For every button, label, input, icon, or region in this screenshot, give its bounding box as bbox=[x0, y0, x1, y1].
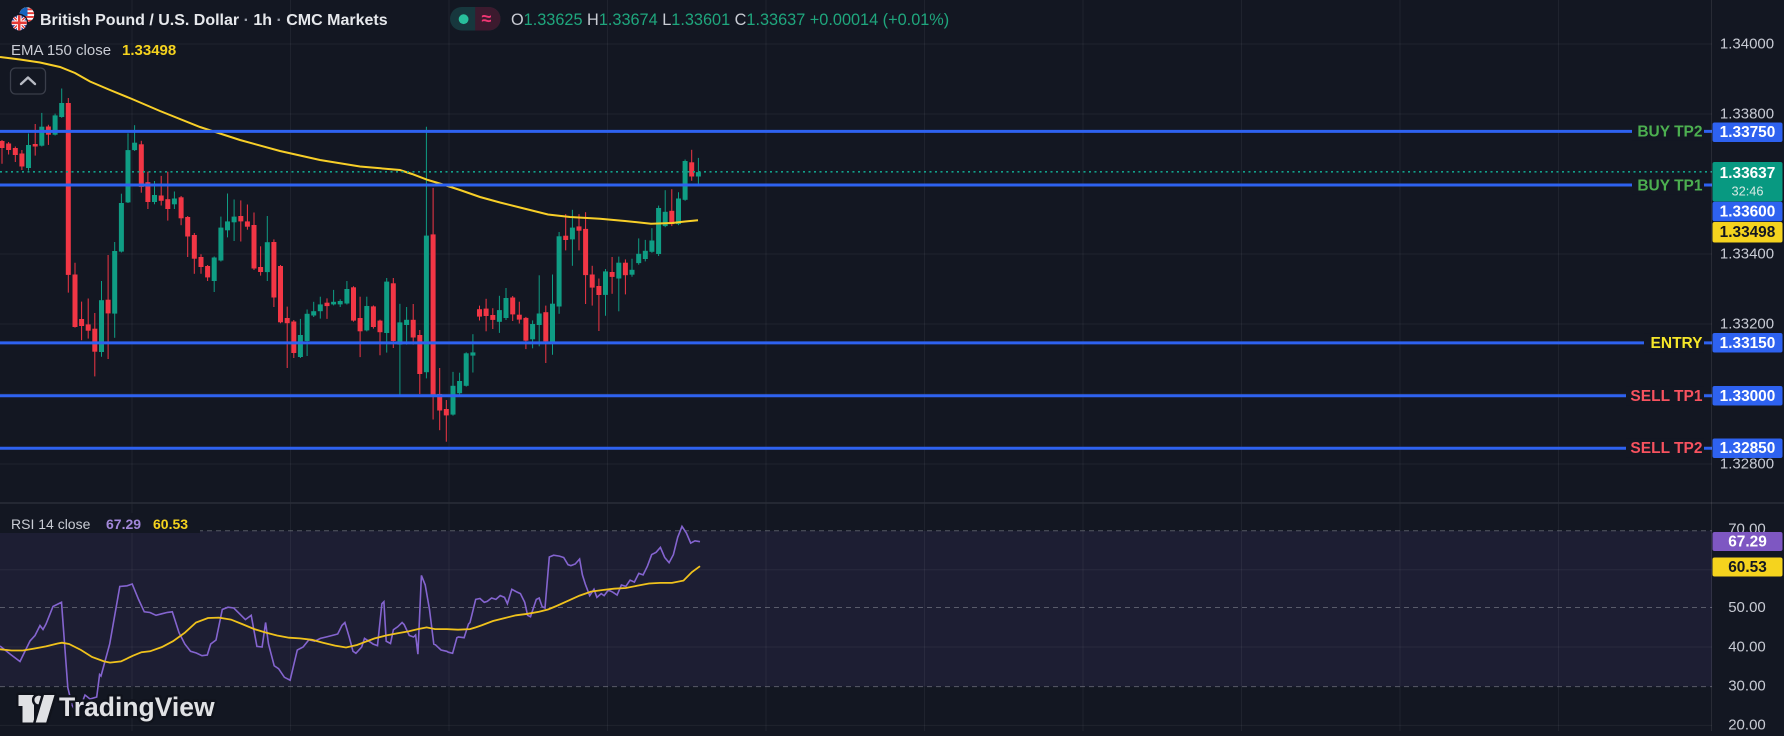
svg-text:EMA 150 close: EMA 150 close bbox=[11, 42, 111, 59]
svg-text:40.00: 40.00 bbox=[1728, 639, 1766, 656]
svg-text:1.32850: 1.32850 bbox=[1720, 440, 1776, 457]
svg-text:RSI 14 close: RSI 14 close bbox=[11, 516, 91, 532]
svg-text:32:46: 32:46 bbox=[1731, 184, 1763, 199]
svg-text:SELL TP2: SELL TP2 bbox=[1630, 440, 1702, 457]
svg-text:67.29: 67.29 bbox=[1728, 534, 1767, 551]
svg-text:1.32800: 1.32800 bbox=[1720, 456, 1774, 473]
svg-text:67.29: 67.29 bbox=[106, 516, 141, 532]
svg-text:British Pound / U.S. Dollar ·: British Pound / U.S. Dollar · 1h · CMC M… bbox=[40, 12, 388, 29]
svg-text:20.00: 20.00 bbox=[1728, 717, 1766, 732]
svg-text:1.33498: 1.33498 bbox=[122, 42, 176, 59]
svg-text:BUY TP2: BUY TP2 bbox=[1637, 123, 1702, 140]
svg-text:SELL TP1: SELL TP1 bbox=[1630, 388, 1702, 405]
svg-text:ENTRY: ENTRY bbox=[1651, 335, 1704, 352]
svg-text:1.33498: 1.33498 bbox=[1720, 224, 1776, 241]
svg-text:BUY TP1: BUY TP1 bbox=[1637, 177, 1703, 194]
svg-text:TradingView: TradingView bbox=[59, 692, 215, 722]
svg-text:1.33600: 1.33600 bbox=[1720, 204, 1776, 221]
svg-text:1.33150: 1.33150 bbox=[1720, 335, 1776, 352]
svg-text:60.53: 60.53 bbox=[1728, 559, 1767, 576]
svg-text:1.34000: 1.34000 bbox=[1720, 36, 1774, 53]
svg-text:1.33800: 1.33800 bbox=[1720, 106, 1774, 123]
svg-text:50.00: 50.00 bbox=[1728, 599, 1766, 616]
svg-text:1.33637: 1.33637 bbox=[1720, 165, 1776, 182]
svg-text:1.33750: 1.33750 bbox=[1720, 124, 1776, 141]
svg-text:≈: ≈ bbox=[482, 9, 492, 29]
svg-text:1.33400: 1.33400 bbox=[1720, 246, 1774, 263]
svg-text:30.00: 30.00 bbox=[1728, 678, 1766, 695]
svg-text:1.33200: 1.33200 bbox=[1720, 316, 1774, 333]
svg-text:O1.33625 H1.33674 L1.33601: O1.33625 H1.33674 L1.33601 C1.33637 +0.0… bbox=[511, 11, 949, 29]
svg-text:1.33000: 1.33000 bbox=[1720, 388, 1776, 405]
svg-text:60.53: 60.53 bbox=[153, 516, 188, 532]
